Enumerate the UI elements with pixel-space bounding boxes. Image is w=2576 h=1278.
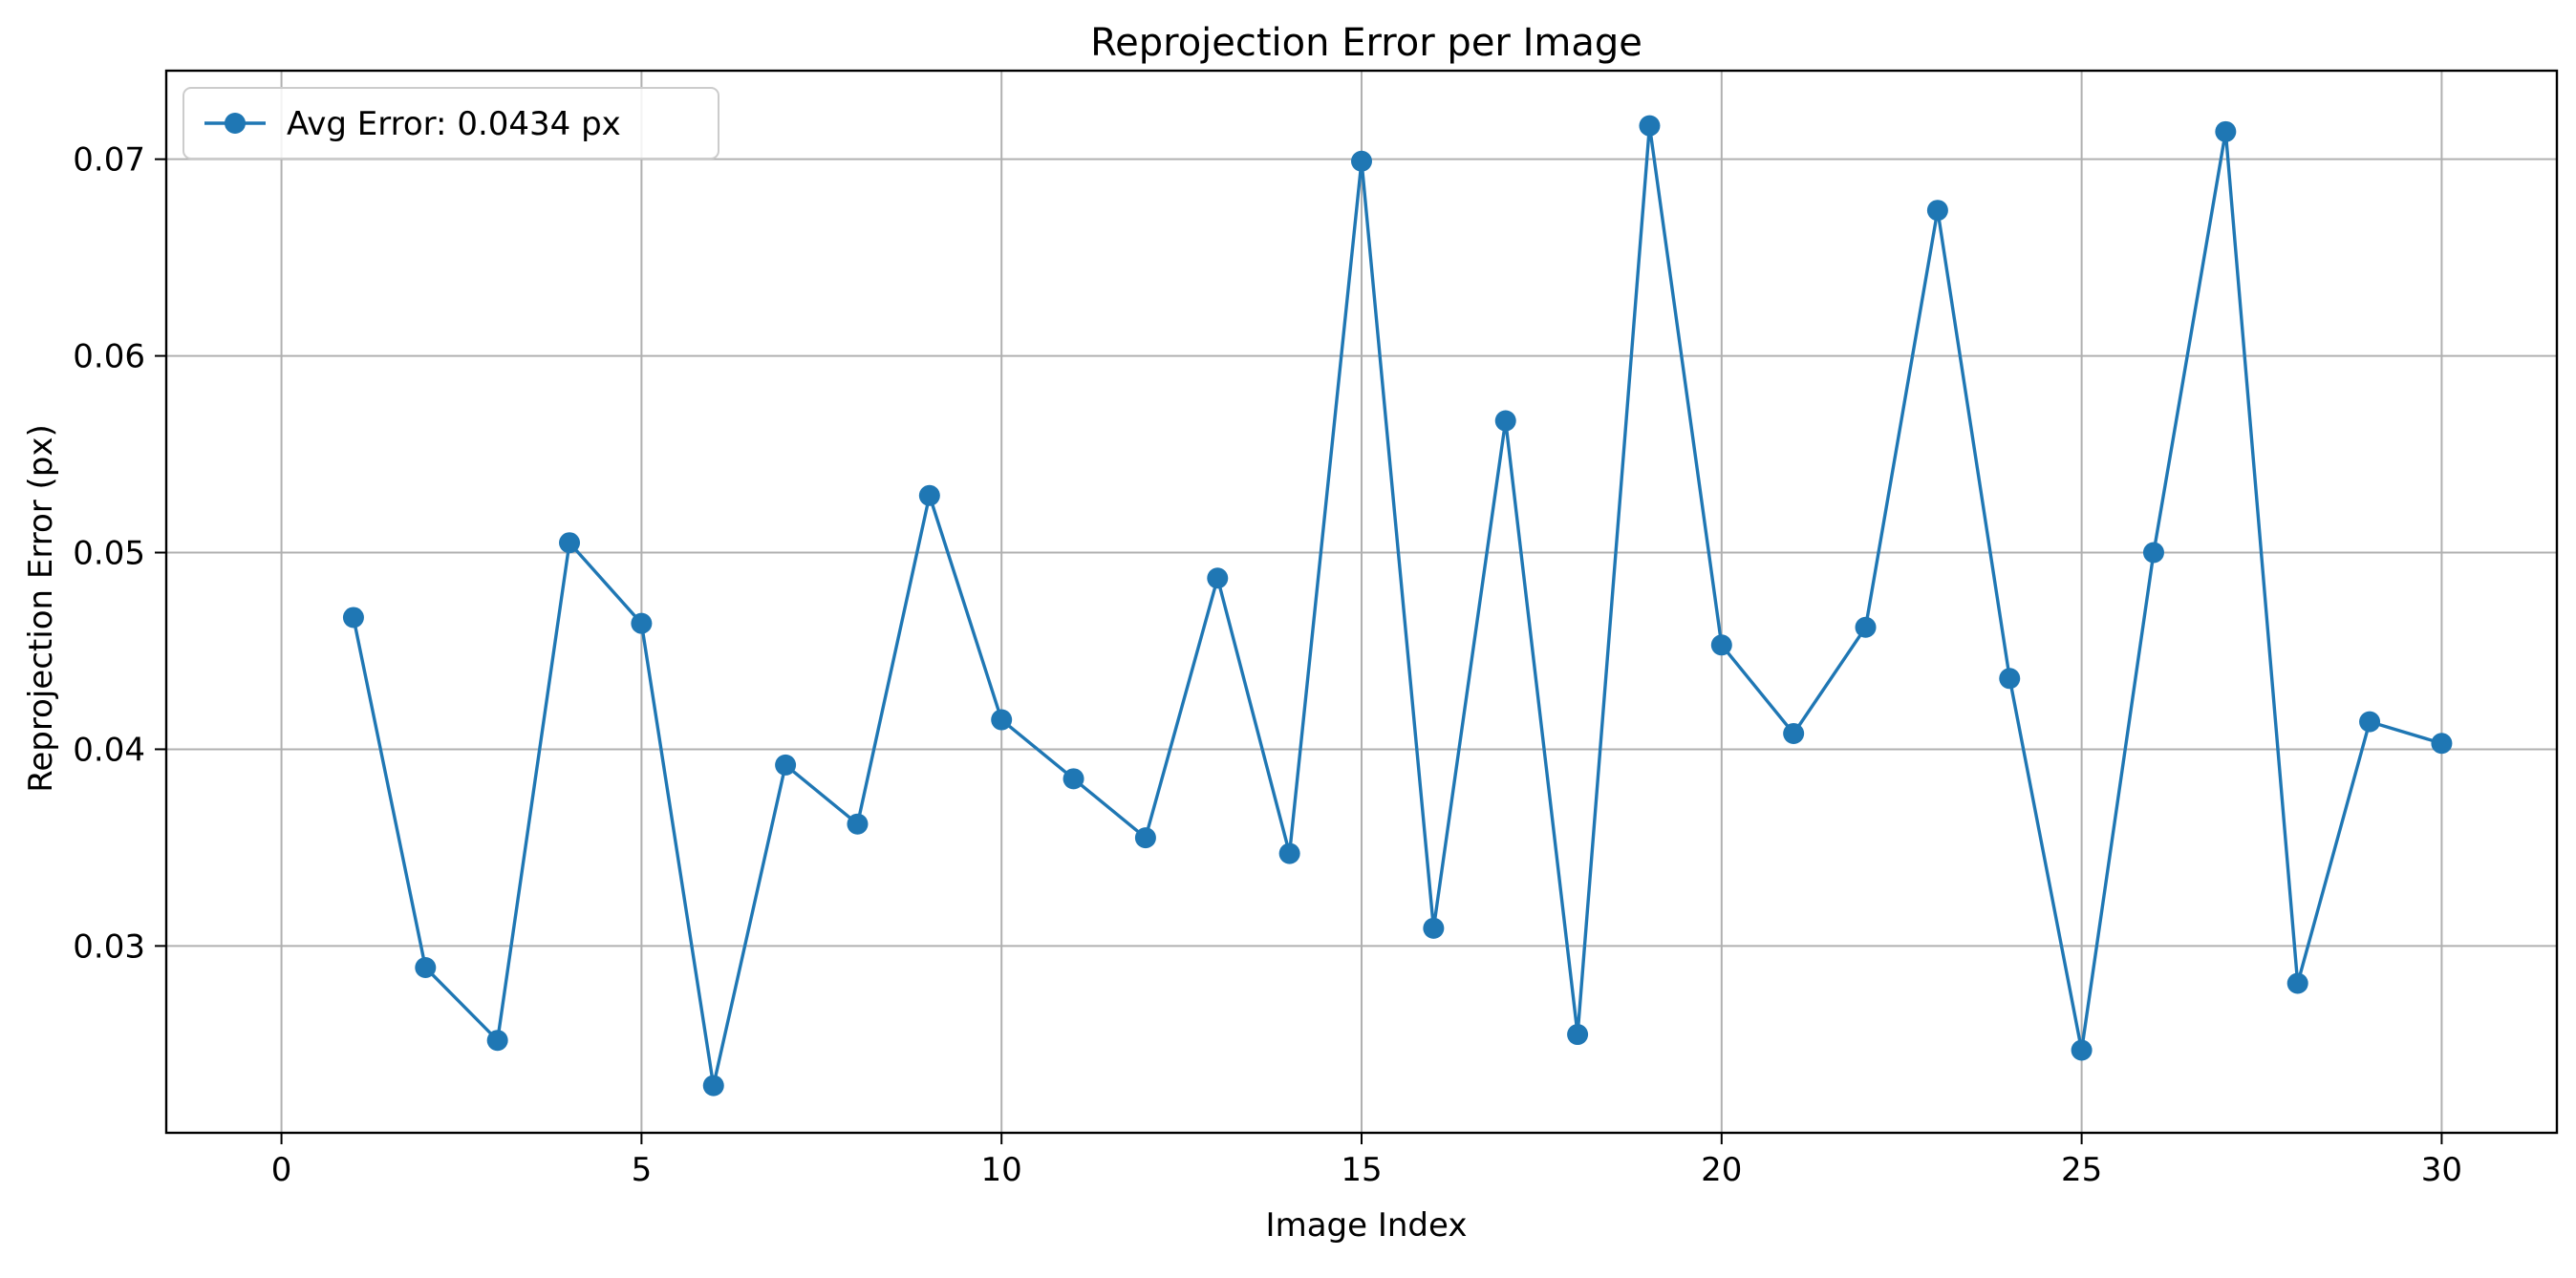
data-point (342, 607, 364, 628)
data-point (1207, 567, 1229, 589)
data-point (1423, 917, 1445, 939)
data-point (1278, 842, 1300, 864)
data-point (2215, 120, 2237, 142)
data-point (631, 612, 653, 634)
legend: Avg Error: 0.0434 px (182, 87, 719, 160)
x-axis-label: Image Index (1266, 1206, 1468, 1245)
data-point (559, 532, 581, 554)
data-point (486, 1030, 508, 1052)
x-tick-label: 15 (1341, 1151, 1382, 1189)
legend-box (182, 87, 719, 160)
chart-title: Reprojection Error per Image (1090, 21, 1642, 65)
x-tick-label: 10 (981, 1151, 1022, 1189)
data-point (847, 813, 869, 835)
legend-label: Avg Error: 0.0434 px (287, 105, 621, 143)
data-point (1134, 827, 1156, 849)
y-tick-label: 0.03 (73, 927, 145, 966)
data-point (1926, 200, 1948, 222)
y-tick-label: 0.04 (73, 731, 145, 769)
data-point (1999, 668, 2021, 690)
data-point (2142, 542, 2164, 564)
data-point (775, 754, 797, 776)
data-point (918, 484, 940, 506)
data-point (1063, 768, 1084, 790)
data-point (1351, 150, 1372, 172)
y-tick-label: 0.06 (73, 338, 145, 376)
y-axis-label: Reprojection Error (px) (22, 424, 60, 793)
data-point (2286, 972, 2308, 994)
series (342, 115, 2453, 1097)
x-tick-label: 0 (271, 1151, 292, 1189)
data-point (1855, 616, 1877, 638)
data-point (1783, 722, 1805, 744)
ticks: 0 5 10 15 20 25 30 0.03 0.04 0.05 0.06 0.07 (73, 141, 2462, 1189)
data-point (2071, 1039, 2093, 1061)
y-tick-label: 0.05 (73, 535, 145, 573)
data-point (2431, 733, 2453, 755)
legend-marker (225, 113, 246, 134)
data-point (702, 1075, 724, 1097)
data-point (415, 957, 437, 979)
y-tick-label: 0.07 (73, 141, 145, 180)
data-point (991, 709, 1013, 731)
x-tick-label: 20 (1701, 1151, 1742, 1189)
data-point (1567, 1024, 1589, 1046)
series-line (352, 123, 2442, 1088)
x-tick-label: 25 (2061, 1151, 2102, 1189)
data-point (2359, 711, 2381, 733)
data-point (1639, 115, 1661, 137)
x-tick-label: 30 (2421, 1151, 2462, 1189)
data-point (1710, 634, 1732, 656)
data-point (1494, 410, 1516, 432)
x-tick-label: 5 (632, 1151, 653, 1189)
